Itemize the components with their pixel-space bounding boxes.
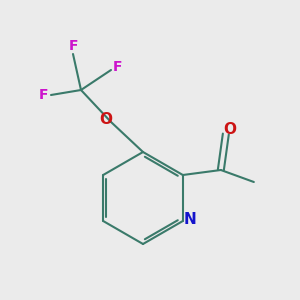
Text: O: O [223,122,236,137]
Text: F: F [39,88,49,102]
Text: F: F [69,39,79,53]
Text: F: F [113,60,123,74]
Text: N: N [184,212,196,226]
Text: O: O [100,112,112,128]
